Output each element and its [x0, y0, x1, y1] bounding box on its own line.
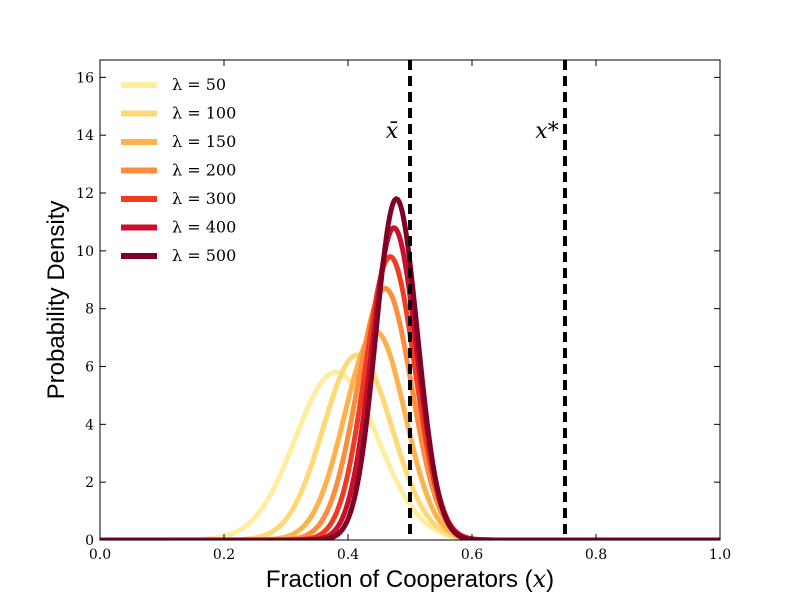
- series-line-7: [100, 196, 720, 540]
- x-tick-label: 0.4: [337, 547, 359, 563]
- y-tick-label: 2: [85, 475, 94, 491]
- series-line-4: [100, 285, 720, 540]
- x-tick-label: 0.6: [461, 547, 483, 563]
- legend-label-4: λ = 200: [172, 161, 236, 180]
- legend-label-1: λ = 50: [172, 75, 226, 94]
- x-tick-label: 0.0: [89, 547, 111, 563]
- reference-lines: x̄ x*: [386, 60, 567, 540]
- y-tick-label: 12: [76, 186, 94, 202]
- legend-label-6: λ = 400: [172, 218, 236, 237]
- y-tick-label: 0: [85, 533, 94, 549]
- legend-label-2: λ = 100: [172, 104, 236, 123]
- legend: λ = 50 λ = 100 λ = 150 λ = 200 λ = 300 λ = 40…: [121, 75, 236, 265]
- legend-label-7: λ = 500: [172, 246, 236, 265]
- series-line-6: [100, 225, 720, 540]
- y-axis-label: Probability Density: [43, 201, 70, 400]
- x-axis-label: Fraction of Cooperators (x): [266, 565, 554, 593]
- axis-ticks: 0.0 0.2 0.4 0.6 0.8 1.0 0 2 4 6 8 10 12 14 16: [76, 60, 731, 563]
- legend-label-3: λ = 150: [172, 132, 236, 151]
- reference-label-2: x*: [535, 119, 558, 144]
- y-tick-label: 4: [85, 417, 94, 433]
- x-tick-label: 1.0: [709, 547, 731, 563]
- y-tick-label: 8: [85, 302, 94, 318]
- reference-label-1: x̄: [386, 119, 399, 144]
- legend-label-5: λ = 300: [172, 189, 236, 208]
- x-tick-label: 0.8: [585, 547, 607, 563]
- y-tick-label: 6: [85, 360, 94, 376]
- x-tick-label: 0.2: [213, 547, 235, 563]
- y-tick-label: 14: [76, 128, 94, 144]
- y-tick-label: 16: [76, 70, 94, 86]
- y-tick-label: 10: [76, 244, 94, 260]
- plot-frame: [99, 59, 721, 541]
